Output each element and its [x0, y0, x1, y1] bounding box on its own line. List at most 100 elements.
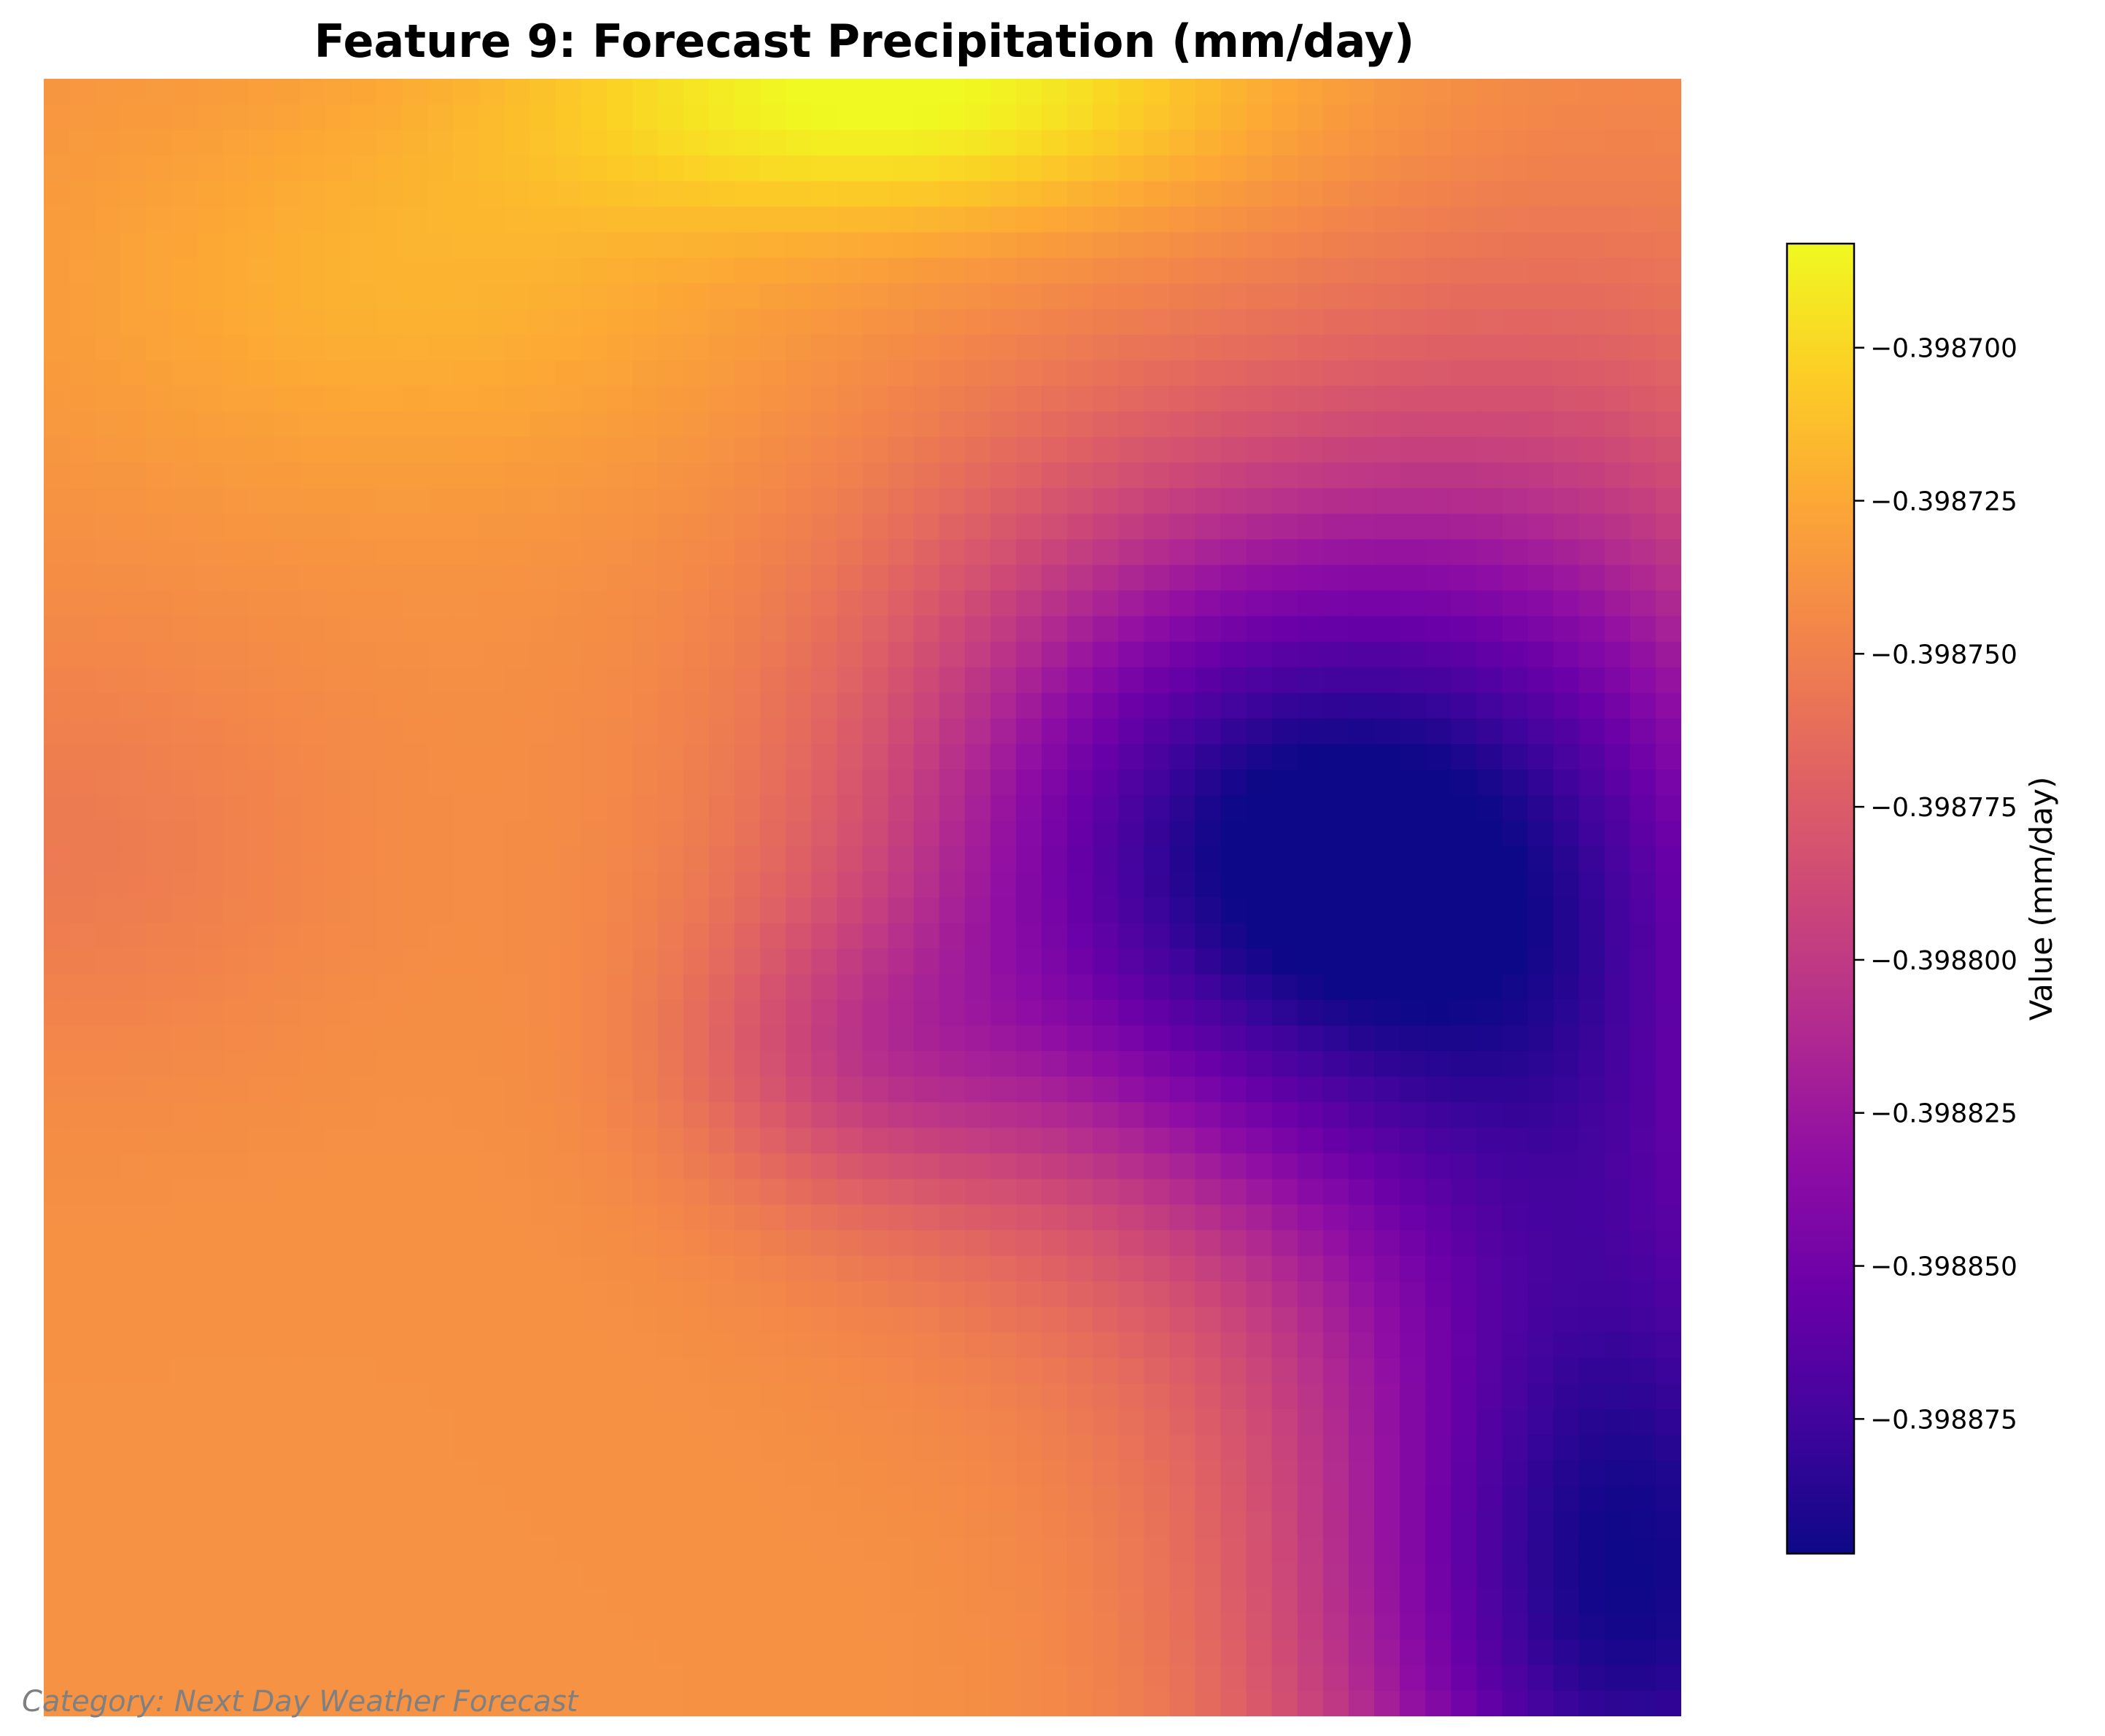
heatmap-cell — [530, 79, 557, 105]
heatmap-cell — [1297, 1409, 1324, 1435]
heatmap-cell — [1527, 897, 1554, 924]
heatmap-cell — [427, 1306, 454, 1333]
heatmap-cell — [1322, 1690, 1349, 1716]
heatmap-cell — [786, 923, 813, 950]
heatmap-cell — [1425, 130, 1452, 157]
heatmap-cell — [734, 923, 761, 950]
heatmap-cell — [1374, 1690, 1400, 1716]
heatmap-cell — [1118, 1409, 1145, 1435]
heatmap-cell — [1425, 1486, 1452, 1513]
heatmap-cell — [1015, 1409, 1042, 1435]
heatmap-cell — [990, 718, 1017, 745]
heatmap-cell — [1220, 1050, 1247, 1077]
heatmap-cell — [171, 974, 198, 1001]
heatmap-cell — [1195, 718, 1222, 745]
heatmap-plot-area — [44, 79, 1681, 1716]
heatmap-cell — [1527, 539, 1554, 566]
heatmap-cell — [171, 846, 198, 873]
heatmap-cell — [1578, 1511, 1605, 1538]
category-annotation: Category: Next Day Weather Forecast — [22, 1685, 578, 1718]
heatmap-cell — [657, 1690, 684, 1716]
heatmap-cell — [1425, 1588, 1452, 1615]
heatmap-cell — [95, 1409, 122, 1435]
heatmap-cell — [120, 974, 147, 1001]
heatmap-cell — [939, 1562, 966, 1589]
heatmap-cell — [1015, 1153, 1042, 1180]
heatmap-cell — [1553, 1306, 1580, 1333]
heatmap-cell — [964, 590, 991, 617]
heatmap-cell — [1578, 514, 1605, 540]
heatmap-cell — [402, 616, 428, 643]
heatmap-cell — [1246, 641, 1273, 668]
heatmap-cell — [811, 462, 838, 489]
heatmap-cell — [862, 334, 889, 361]
heatmap-cell — [632, 232, 659, 259]
heatmap-cell — [1348, 897, 1375, 924]
heatmap-cell — [95, 1639, 122, 1666]
heatmap-cell — [530, 1460, 557, 1487]
heatmap-cell — [146, 948, 173, 975]
heatmap-cell — [1042, 821, 1068, 848]
heatmap-cell — [222, 155, 249, 182]
heatmap-cell — [146, 488, 173, 515]
heatmap-cell — [1297, 360, 1324, 387]
heatmap-cell — [1578, 206, 1605, 233]
heatmap-cell — [427, 1332, 454, 1359]
heatmap-cell — [632, 1281, 659, 1308]
heatmap-cell — [1578, 385, 1605, 412]
heatmap-cell — [606, 1332, 633, 1359]
heatmap-cell — [1425, 283, 1452, 310]
heatmap-cell — [683, 565, 710, 592]
heatmap-cell — [1093, 1383, 1120, 1410]
heatmap-cell — [1527, 565, 1554, 592]
heatmap-cell — [146, 155, 173, 182]
heatmap-cell — [683, 283, 710, 310]
heatmap-cell — [44, 488, 70, 515]
colorbar-tick-label: −0.398850 — [1870, 1252, 2017, 1282]
heatmap-cell — [1169, 1357, 1196, 1384]
heatmap-cell — [811, 1435, 838, 1462]
heatmap-cell — [683, 821, 710, 848]
heatmap-cell — [632, 1639, 659, 1666]
heatmap-cell — [555, 1562, 582, 1589]
heatmap-cell — [1374, 1102, 1400, 1129]
heatmap-cell — [632, 1435, 659, 1462]
heatmap-cell — [1553, 897, 1580, 924]
heatmap-cell — [1527, 360, 1554, 387]
heatmap-cell — [1629, 1460, 1656, 1487]
heatmap-cell — [657, 1153, 684, 1180]
heatmap-cell — [1629, 181, 1656, 208]
heatmap-cell — [709, 79, 735, 105]
heatmap-cell — [1271, 1128, 1298, 1155]
heatmap-cell — [274, 770, 301, 796]
heatmap-cell — [1042, 1383, 1068, 1410]
heatmap-cell — [146, 309, 173, 336]
heatmap-cell — [504, 1230, 531, 1257]
heatmap-cell — [299, 155, 326, 182]
heatmap-cell — [197, 181, 224, 208]
heatmap-cell — [1348, 104, 1375, 131]
heatmap-cell — [1093, 1025, 1120, 1052]
heatmap-cell — [1195, 1255, 1222, 1282]
heatmap-cell — [964, 744, 991, 770]
heatmap-cell — [120, 948, 147, 975]
heatmap-cell — [1578, 897, 1605, 924]
heatmap-cell — [1374, 1255, 1400, 1282]
heatmap-cell — [1220, 232, 1247, 259]
heatmap-cell — [1553, 590, 1580, 617]
heatmap-cell — [1220, 360, 1247, 387]
heatmap-cell — [248, 1588, 275, 1615]
heatmap-cell — [1604, 616, 1631, 643]
heatmap-cell — [478, 641, 505, 668]
heatmap-cell — [760, 155, 787, 182]
heatmap-cell — [95, 104, 122, 131]
heatmap-cell — [171, 1562, 198, 1589]
heatmap-cell — [1400, 130, 1427, 157]
heatmap-cell — [1297, 641, 1324, 668]
heatmap-cell — [1144, 1306, 1171, 1333]
heatmap-cell — [1655, 744, 1681, 770]
heatmap-cell — [1451, 1077, 1478, 1103]
heatmap-cell — [1118, 1511, 1145, 1538]
heatmap-cell — [1400, 104, 1427, 131]
heatmap-cell — [683, 616, 710, 643]
